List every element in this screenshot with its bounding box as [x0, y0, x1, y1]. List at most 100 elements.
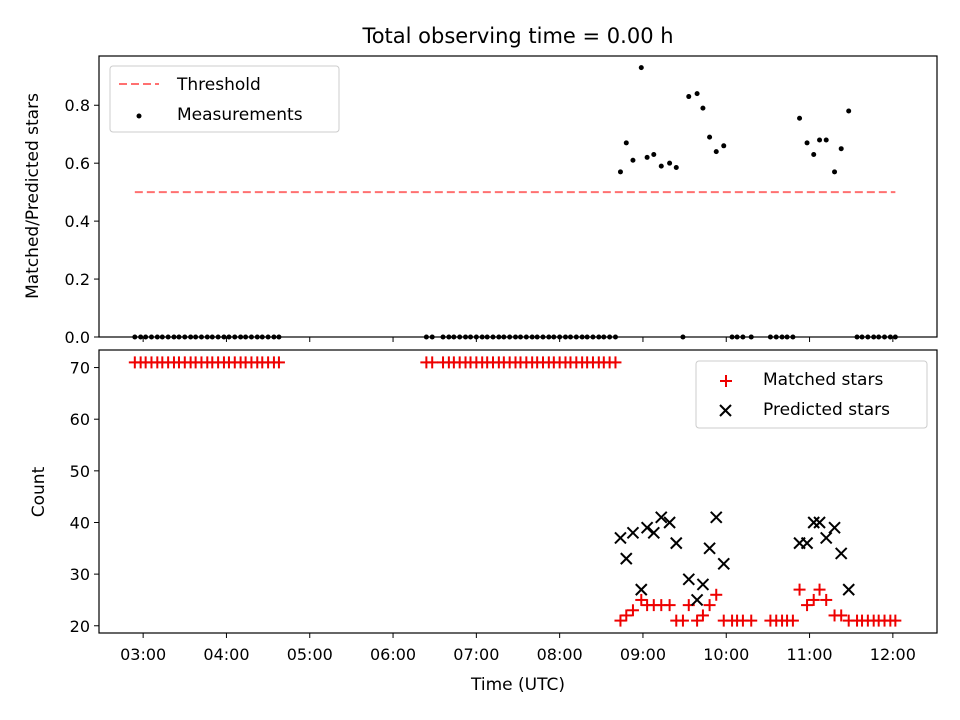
x-tick-label: 09:00 — [620, 645, 666, 664]
top-legend-box — [109, 65, 340, 133]
matched-star-marker — [793, 583, 806, 596]
predicted-star-marker — [682, 573, 695, 586]
predicted-star-marker — [813, 516, 826, 529]
measurement-point — [638, 65, 644, 71]
measurement-point — [804, 140, 810, 146]
matched-star-marker — [635, 593, 648, 606]
bottom-legend-box — [695, 360, 928, 429]
measurement-point — [623, 140, 629, 146]
predicted-marker-b — [626, 526, 640, 540]
predicted-marker-b — [842, 583, 855, 596]
matched-star-marker — [813, 583, 826, 596]
matched-star-marker — [272, 356, 285, 369]
matched-star-marker — [745, 614, 758, 627]
predicted-star-marker — [717, 557, 730, 571]
predicted-marker-b — [800, 536, 814, 550]
predicted-marker-b — [614, 531, 627, 545]
predicted-star-marker — [663, 516, 676, 529]
predicted-legend-swatch — [719, 404, 732, 417]
predicted-marker-b — [690, 593, 704, 607]
count-panel: Count Time (UTC) 20 30 40 50 60 70 03:00 04:00… — [29, 337, 938, 695]
bottom-legend: Matched stars Predicted stars — [695, 360, 928, 429]
matched-legend-label: Matched stars — [763, 370, 883, 390]
x-tick-label: 06:00 — [370, 645, 416, 664]
x-tick-label: 07:00 — [453, 645, 499, 664]
top-plot-area — [132, 65, 898, 340]
top-y-tick-label: 0.0 — [65, 328, 90, 347]
x-axis-label: Time (UTC) — [470, 675, 565, 695]
top-y-ticks: 0.0 0.2 0.4 0.6 0.8 — [65, 96, 99, 347]
matched-star-marker — [710, 588, 723, 601]
matched-star-marker — [889, 614, 902, 627]
x-tick-label: 08:00 — [537, 645, 583, 664]
measurement-point — [817, 137, 823, 143]
predicted-star-marker — [820, 531, 833, 545]
matched-star-marker — [807, 593, 820, 606]
predicted-star-marker — [696, 578, 710, 591]
measurement-point — [721, 143, 727, 149]
predicted-star-marker — [710, 511, 723, 524]
predicted-star-marker — [834, 547, 848, 560]
x-tick-label: 03:00 — [120, 645, 166, 664]
measurement-point — [658, 163, 664, 169]
top-y-tick-label: 0.8 — [65, 96, 90, 115]
predicted-marker-b — [828, 521, 841, 534]
measurement-point — [700, 105, 706, 111]
predicted-star-marker — [690, 593, 704, 607]
threshold-legend-label: Threshold — [176, 75, 261, 95]
matched-star-marker — [801, 599, 814, 612]
predicted-legend-label: Predicted stars — [763, 400, 890, 420]
top-legend: Threshold Measurements — [109, 65, 340, 133]
bottom-plot-area — [128, 356, 902, 627]
measurement-point — [651, 151, 657, 157]
measurement-point — [694, 91, 700, 97]
predicted-marker-b — [635, 583, 648, 596]
matched-legend-swatch — [720, 375, 732, 387]
x-axis-ticks: 03:00 04:00 05:00 06:00 07:00 08:00 09:00 10:00… — [120, 337, 916, 664]
predicted-marker-b — [647, 526, 660, 540]
bottom-y-tick-label: 30 — [70, 565, 90, 584]
ratio-panel: Matched/Predicted stars 0.00.20.40.60.8 … — [23, 55, 938, 347]
predicted-star-marker — [640, 521, 654, 534]
predicted-star-marker — [807, 516, 820, 529]
x-tick-label: 11:00 — [786, 645, 832, 664]
predicted-star-marker — [626, 526, 640, 540]
bottom-y-tick-label: 60 — [70, 410, 90, 429]
matched-star-marker — [696, 609, 709, 622]
top-y-tick-label: 0.6 — [65, 154, 90, 173]
predicted-marker-b — [813, 516, 826, 529]
x-tick-label: 04:00 — [203, 645, 249, 664]
measurement-point — [707, 134, 713, 140]
x-tick-label: 12:00 — [870, 645, 916, 664]
figure-title: Total observing time = 0.00 h — [361, 24, 673, 48]
x-tick-label: 10:00 — [703, 645, 749, 664]
measurement-point — [686, 94, 692, 100]
top-y-tick-label: 0.2 — [65, 270, 90, 289]
matched-star-marker — [703, 599, 716, 612]
measurement-point — [846, 108, 852, 114]
predicted-star-marker — [670, 536, 683, 550]
matched-star-marker — [626, 604, 639, 617]
predicted-star-marker — [655, 511, 668, 524]
bottom-y-axis-label: Count — [29, 466, 49, 517]
measurement-point — [797, 115, 803, 121]
measurement-point — [667, 160, 673, 166]
measurement-point — [630, 157, 636, 163]
predicted-marker-b — [834, 547, 848, 560]
predicted-marker-b — [710, 511, 723, 524]
predicted-marker-b — [717, 557, 730, 571]
predicted-star-marker — [800, 536, 814, 550]
measurement-point — [838, 146, 844, 152]
matched-star-marker — [786, 614, 799, 627]
bottom-y-tick-label: 70 — [70, 359, 90, 378]
predicted-marker-b — [682, 573, 695, 586]
predicted-star-marker — [647, 526, 660, 540]
matched-star-marker — [620, 609, 633, 622]
measurements-legend-swatch — [136, 113, 142, 119]
matched-star-marker — [691, 614, 704, 627]
predicted-marker-b — [655, 511, 668, 524]
predicted-marker-b — [670, 536, 683, 550]
top-axes-frame — [98, 55, 938, 338]
predicted-star-marker — [620, 552, 633, 565]
